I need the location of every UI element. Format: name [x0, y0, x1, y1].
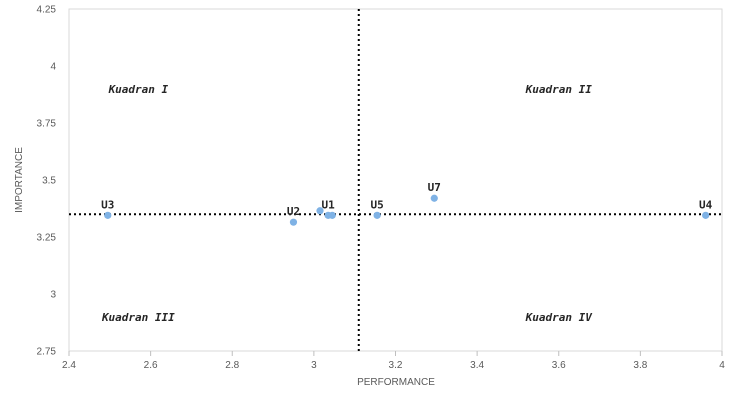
data-point — [316, 207, 324, 215]
y-tick-label: 3.75 — [37, 119, 57, 130]
data-point-label: U1 — [322, 198, 336, 211]
quadrant-label: Kuadran IV — [525, 311, 594, 324]
data-point — [289, 218, 298, 226]
x-tick-label: 3.2 — [389, 360, 403, 371]
quadrant-label: Kuadran I — [108, 83, 169, 96]
data-point-label: U7 — [428, 181, 441, 194]
quadrant-labels: Kuadran I Kuadran II Kuadran III Kuadran IV — [101, 83, 593, 324]
x-tick-label: 2.8 — [225, 360, 239, 371]
data-point — [430, 194, 438, 202]
x-tick-label: 2.4 — [62, 360, 76, 371]
quadrant-dividers — [69, 9, 722, 351]
y-tick-label: 2.75 — [37, 347, 57, 358]
y-tick-label: 3 — [50, 290, 56, 301]
y-axis-ticks: 2.75 3 3.25 3.5 3.75 4 4.25 — [37, 5, 57, 358]
x-axis-ticks: 2.4 2.6 2.8 3 3.2 3.4 3.6 3.8 4 — [62, 351, 725, 371]
y-tick-label: 3.5 — [42, 176, 56, 187]
data-point — [373, 211, 381, 219]
data-point-label: U4 — [699, 198, 713, 211]
x-tick-label: 4 — [719, 360, 725, 371]
quadrant-label: Kuadran III — [101, 311, 175, 324]
quadrant-label: Kuadran II — [525, 83, 593, 96]
y-tick-label: 4.25 — [37, 5, 57, 16]
y-axis-label: IMPORTANCE — [14, 147, 25, 213]
data-points: U1 U2 U3 U4 U5 U7 — [101, 181, 713, 226]
plot-area — [68, 8, 723, 352]
x-tick-label: 3.4 — [470, 360, 484, 371]
y-tick-label: 3.25 — [37, 233, 57, 244]
y-tick-label: 4 — [50, 62, 56, 73]
x-axis-label: PERFORMANCE — [357, 377, 435, 388]
data-point-label: U5 — [371, 198, 384, 211]
x-tick-label: 3.6 — [552, 360, 566, 371]
data-point-label: U2 — [287, 205, 300, 218]
data-point — [702, 211, 710, 219]
x-tick-label: 3 — [311, 360, 317, 371]
x-tick-label: 3.8 — [633, 360, 647, 371]
data-point-label: U3 — [101, 198, 114, 211]
data-point — [104, 211, 112, 219]
x-tick-label: 2.6 — [144, 360, 158, 371]
data-point — [328, 211, 336, 219]
